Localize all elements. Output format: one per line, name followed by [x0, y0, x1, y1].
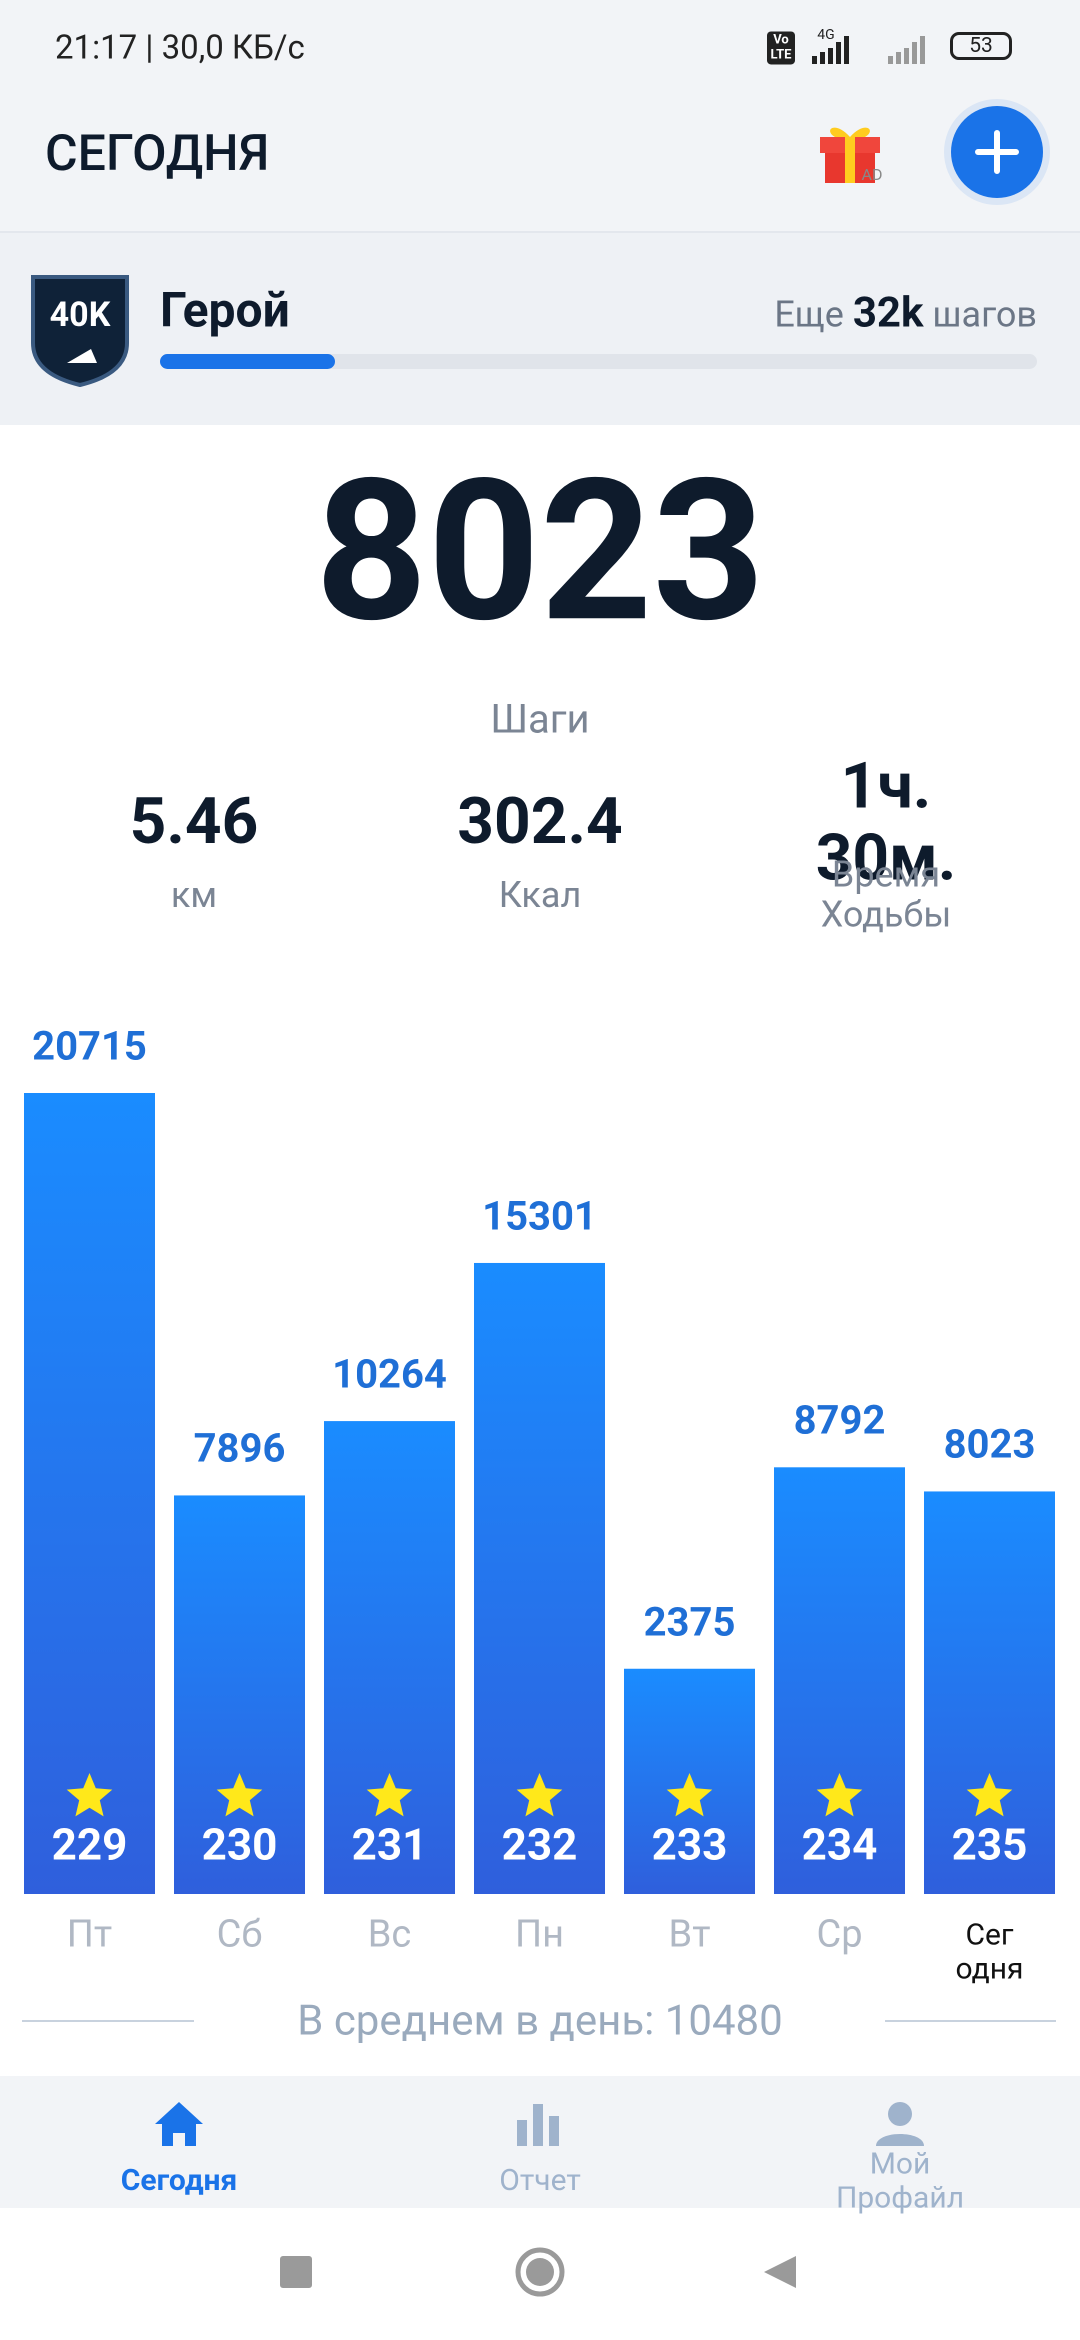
star-icon	[366, 1773, 413, 1817]
star-icon	[966, 1773, 1013, 1817]
step-label: Шаги	[490, 695, 590, 743]
bar-value-label: 10264	[332, 1350, 447, 1398]
bar	[324, 1421, 455, 1894]
x-tick-label: Сб	[216, 1912, 263, 1957]
status-bar	[0, 0, 1080, 90]
x-tick-label: Вс	[367, 1912, 412, 1957]
progress-fill	[160, 354, 336, 369]
day-number: 234	[801, 1818, 878, 1871]
progress-track	[160, 354, 1037, 369]
star-icon	[666, 1773, 713, 1817]
nav-label[interactable]: Мой Профайл	[835, 2146, 965, 2215]
nav-label[interactable]: Отчет	[499, 2163, 581, 2199]
day-number: 230	[201, 1818, 278, 1871]
nav-icon[interactable]	[155, 2102, 203, 2146]
day-number: 229	[51, 1818, 128, 1871]
stat-label: км	[170, 873, 218, 916]
stat-value: 302.4	[457, 784, 623, 860]
app-bar	[0, 90, 1080, 233]
system-nav	[280, 2247, 796, 2297]
network-type: 4G	[817, 27, 835, 44]
star-icon	[216, 1773, 263, 1817]
back-button[interactable]	[764, 2256, 796, 2288]
day-number: 232	[501, 1818, 578, 1871]
bar	[924, 1491, 1055, 1894]
x-tick-label: Ср	[816, 1912, 863, 1957]
x-tick-label: Сег одня	[955, 1917, 1024, 1986]
volte-icon: Vo LTE	[767, 31, 795, 65]
x-tick-label: Вт	[668, 1912, 711, 1957]
day-number: 235	[951, 1818, 1028, 1871]
nav-icons	[155, 2102, 924, 2146]
remaining-suffix: шагов	[932, 293, 1037, 336]
level-badge-label: 40K	[49, 294, 111, 335]
nav-icon[interactable]	[517, 2104, 559, 2146]
level-card	[0, 233, 1080, 425]
gift-icon[interactable]	[815, 115, 895, 190]
stat-label: Время Ходьбы	[820, 853, 952, 936]
day-number: 231	[351, 1818, 428, 1871]
add-button[interactable]	[942, 97, 1052, 207]
ad-label: AD	[861, 165, 883, 185]
bar-value-label: 20715	[32, 1022, 147, 1070]
level-badge	[31, 275, 129, 387]
day-number: 233	[651, 1818, 728, 1871]
remaining-value: 32k	[852, 288, 924, 338]
stat-value: 1ч. 30м.	[815, 748, 957, 895]
bar-value-label: 8023	[943, 1421, 1036, 1469]
star-icon	[816, 1773, 863, 1817]
battery	[950, 32, 1012, 60]
level-remaining: Еще 32k шагов	[774, 289, 1037, 338]
star-icon	[516, 1773, 563, 1817]
remaining-prefix: Еще	[774, 293, 844, 336]
divider	[885, 2020, 1056, 2022]
x-tick-label: Пн	[514, 1912, 565, 1957]
nav-icon[interactable]	[876, 2102, 924, 2146]
stat-label: Ккал	[498, 873, 582, 916]
x-tick-label: Пт	[66, 1912, 113, 1957]
bar-value-label: 15301	[482, 1192, 597, 1240]
battery-level: 53	[969, 34, 993, 59]
daily-average: В среднем в день: 10480	[297, 1996, 783, 2046]
bar	[774, 1467, 905, 1894]
step-count: 8023	[315, 436, 765, 667]
home-button[interactable]	[515, 2247, 565, 2297]
stat-value: 5.46	[129, 784, 259, 860]
level-name: Герой	[160, 281, 290, 339]
bar	[24, 1093, 155, 1894]
bar-value-label: 2375	[643, 1598, 736, 1646]
signal-icons	[812, 36, 925, 64]
star-icon	[66, 1773, 113, 1817]
bar-value-label: 8792	[793, 1396, 886, 1444]
bar-value-label: 7896	[193, 1425, 286, 1473]
bar	[174, 1495, 305, 1894]
nav-label[interactable]: Сегодня	[120, 2163, 238, 2199]
status-time: 21:17 | 30,0 КБ/с	[55, 28, 305, 68]
recents-button[interactable]	[280, 2256, 312, 2288]
divider	[22, 2020, 194, 2022]
page-title: СЕГОДНЯ	[45, 125, 270, 183]
